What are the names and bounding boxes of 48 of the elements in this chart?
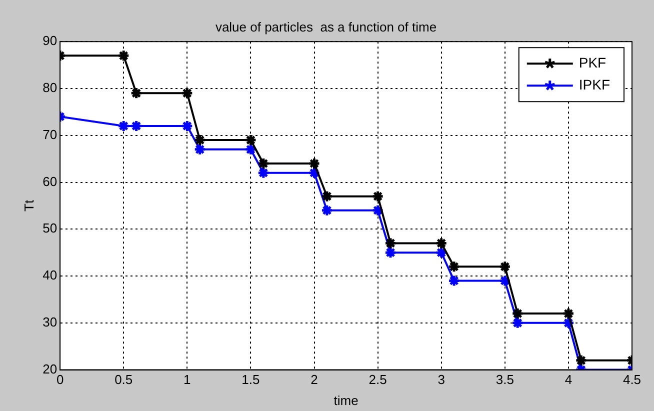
x-axis-title: time — [334, 392, 358, 408]
x-tick-label: 1 — [184, 372, 191, 388]
point — [130, 86, 143, 100]
x-tick-label: 1.5 — [242, 372, 260, 388]
point — [194, 143, 206, 156]
point — [435, 236, 448, 250]
point — [194, 134, 206, 146]
y-tick-label: 70 — [42, 126, 58, 142]
point — [562, 307, 575, 320]
x-tick-label: 0.5 — [114, 372, 133, 388]
x-tick-label: 2.5 — [368, 372, 387, 388]
x-tick-label: 2 — [310, 372, 318, 388]
x-tick-label: 4 — [564, 372, 572, 388]
point — [180, 120, 194, 132]
point — [117, 120, 130, 132]
point — [384, 246, 397, 259]
point — [511, 316, 524, 330]
legend-label: PKF — [578, 54, 606, 70]
point — [257, 157, 270, 170]
point — [320, 204, 334, 217]
y-tick-label: 30 — [42, 314, 58, 330]
point — [117, 49, 130, 62]
y-tick-label: 20 — [42, 361, 58, 376]
legend-label: IPKF — [578, 76, 610, 92]
point — [320, 190, 334, 203]
y-tick-label: 60 — [42, 174, 58, 189]
x-tick-label: 3.5 — [496, 372, 514, 388]
point — [372, 190, 384, 203]
point — [384, 236, 397, 250]
point — [448, 274, 460, 287]
x-tick-label: 0 — [56, 372, 64, 388]
point — [574, 354, 588, 367]
x-tick-label: 4.5 — [622, 372, 642, 388]
point — [180, 86, 194, 100]
point — [130, 120, 143, 132]
point — [257, 166, 270, 180]
point — [448, 260, 460, 273]
point — [308, 157, 321, 170]
y-axis-title: Tt — [21, 200, 36, 212]
point — [511, 307, 524, 320]
point — [244, 134, 257, 146]
y-tick-label: 80 — [42, 80, 58, 96]
point — [498, 260, 512, 273]
y-tick-label: 90 — [42, 33, 58, 48]
chart-title: value of particles as a function of time — [215, 19, 437, 34]
y-tick-label: 50 — [42, 220, 58, 236]
y-tick-label: 40 — [42, 268, 58, 283]
x-tick-label: 3 — [438, 372, 445, 388]
